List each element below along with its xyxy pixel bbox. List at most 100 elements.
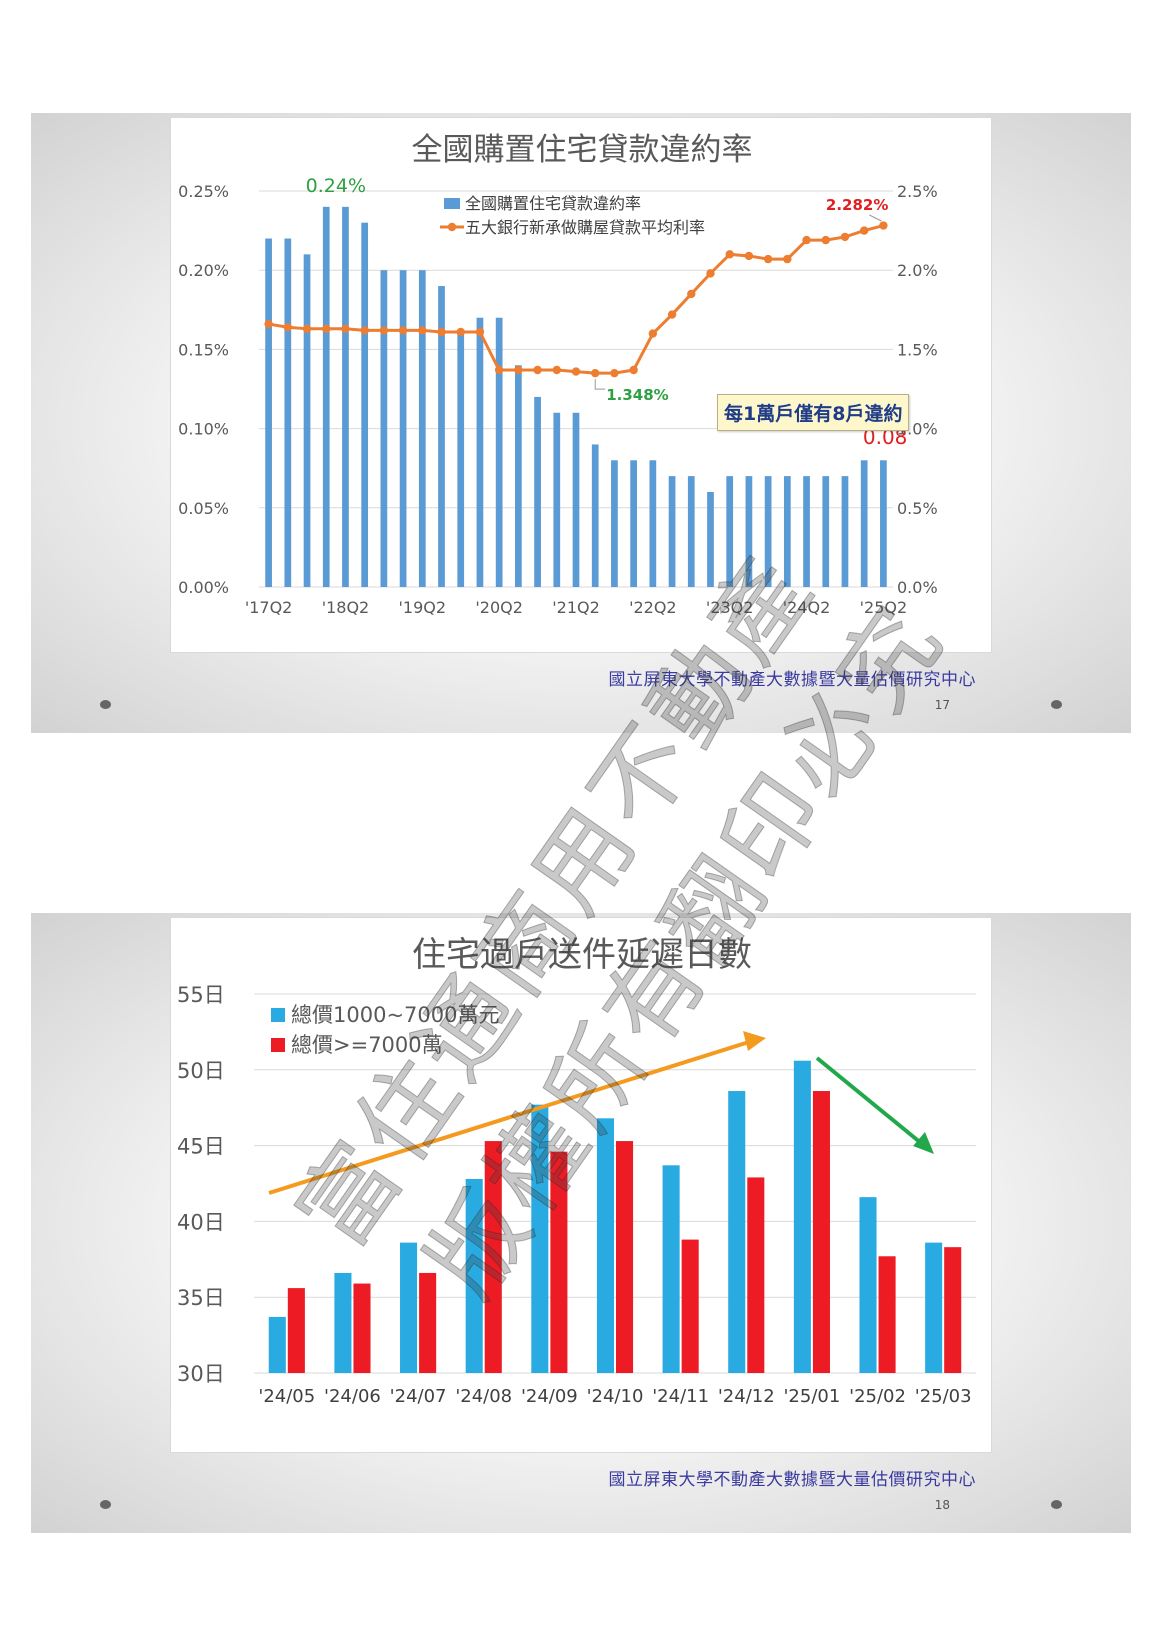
x-axis-tick: '20Q2	[475, 598, 523, 617]
bar	[764, 476, 772, 587]
legend-label-bars: 全國購置住宅貸款違約率	[465, 194, 641, 213]
x-axis-tick: '24/10	[587, 1386, 644, 1407]
bar	[418, 270, 426, 587]
low-rate-label: 1.348%	[606, 386, 668, 404]
bar	[687, 476, 695, 587]
left-axis-tick: 0.05%	[178, 499, 229, 518]
rate-point	[264, 319, 273, 329]
y-axis-tick: 45日	[177, 1135, 225, 1159]
rate-point	[475, 327, 485, 337]
slide-dot-left	[100, 1500, 111, 1509]
bar	[681, 1239, 699, 1373]
bar	[438, 286, 445, 587]
bar	[399, 270, 407, 587]
page-number: 17	[934, 698, 950, 712]
bar	[342, 206, 349, 587]
rate-point	[879, 221, 888, 230]
x-axis-tick: '24/06	[324, 1386, 381, 1407]
x-axis-tick: '24/12	[718, 1386, 775, 1407]
bar	[550, 1151, 568, 1373]
rate-point	[783, 254, 792, 264]
bar	[534, 396, 541, 587]
x-axis-tick: '25/01	[783, 1386, 840, 1407]
bar	[822, 476, 830, 587]
chart-title: 住宅過戶送件延遲日數	[412, 935, 752, 975]
rate-point	[456, 327, 465, 337]
x-axis-tick: '19Q2	[399, 598, 447, 617]
right-axis-tick: 2.5%	[897, 182, 938, 201]
rate-point	[379, 326, 389, 335]
bar	[265, 238, 272, 587]
bar	[353, 1283, 371, 1373]
bar	[457, 333, 465, 587]
legend-swatch-bars	[444, 198, 460, 209]
bar	[803, 476, 810, 587]
rate-point	[706, 269, 715, 278]
right-axis-tick: 0.5%	[897, 499, 938, 518]
bar	[476, 317, 484, 587]
low-rate-leader	[594, 379, 606, 390]
rate-point	[802, 235, 811, 245]
bar	[400, 1242, 418, 1373]
bar	[649, 460, 657, 587]
rate-point	[418, 326, 427, 335]
bar	[747, 1177, 765, 1373]
bar	[878, 1256, 896, 1373]
bar	[380, 270, 388, 587]
rate-point	[610, 368, 619, 378]
left-axis-tick: 0.10%	[178, 420, 229, 439]
rate-point	[648, 329, 658, 338]
rate-point	[571, 367, 581, 376]
slide-dot-left	[100, 700, 111, 709]
latest-rate-leader	[869, 214, 882, 222]
rate-point	[840, 232, 850, 242]
bar	[728, 1091, 746, 1373]
delay-days-chart: 住宅過戶送件延遲日數 30日 35日 40日 45日 50日 55日 '24/05 '24/06…	[170, 917, 992, 1453]
bar	[616, 1141, 634, 1373]
right-axis-tick: 0.0%	[897, 578, 938, 597]
x-axis-tick: '24/09	[521, 1386, 578, 1407]
bar	[495, 317, 503, 587]
x-axis-tick: '17Q2	[245, 598, 293, 617]
x-axis-tick: '18Q2	[322, 598, 370, 617]
bar	[284, 238, 292, 587]
rate-point	[591, 368, 600, 378]
bar	[531, 1104, 549, 1373]
x-axis-tick: '22Q2	[629, 598, 677, 617]
footer-text: 國立屏東大學不動產大數據暨大量估價研究中心	[608, 1470, 976, 1490]
left-axis-tick: 0.15%	[178, 340, 229, 359]
delay-days-chart-svg: 住宅過戶送件延遲日數 30日 35日 40日 45日 50日 55日 '24/05 '24/06…	[177, 935, 976, 1407]
rate-point	[341, 324, 350, 334]
bar	[793, 1060, 811, 1373]
bar	[484, 1141, 502, 1373]
y-axis-tick: 55日	[177, 983, 225, 1007]
bar	[322, 206, 330, 587]
slide-18: 住宅過戶送件延遲日數 30日 35日 40日 45日 50日 55日 '24/05 '24/06…	[31, 913, 1131, 1533]
bar	[880, 460, 887, 587]
rate-point	[763, 254, 773, 264]
rate-point	[687, 289, 696, 299]
y-axis-tick: 30日	[177, 1362, 225, 1386]
bar	[668, 476, 676, 587]
bar	[726, 476, 734, 587]
left-axis-tick: 0.25%	[178, 182, 229, 201]
left-axis-tick: 0.20%	[178, 261, 229, 280]
left-axis-tick: 0.00%	[178, 578, 229, 597]
bar	[745, 476, 753, 587]
latest-rate-label: 2.282%	[826, 196, 888, 214]
downtrend-arrowhead	[913, 1132, 934, 1154]
bar	[662, 1165, 680, 1373]
bar	[591, 444, 599, 587]
y-axis-tick: 35日	[177, 1286, 225, 1310]
page-number: 18	[934, 1498, 950, 1512]
rate-point	[494, 365, 504, 375]
bar	[925, 1242, 943, 1373]
legend-label-line: 五大銀行新承做購屋貸款平均利率	[465, 218, 705, 237]
bar	[268, 1316, 286, 1373]
bar	[361, 222, 369, 587]
default-rate-chart: 全國購置住宅貸款違約率 0.00% 0.05% 0.10% 0.15% 0.20% 0.25…	[170, 117, 992, 653]
bar	[553, 412, 561, 587]
legend-marker-line	[447, 222, 457, 232]
footer-text: 國立屏東大學不動產大數據暨大量估價研究中心	[608, 670, 976, 690]
slide-dot-right	[1051, 1500, 1062, 1509]
